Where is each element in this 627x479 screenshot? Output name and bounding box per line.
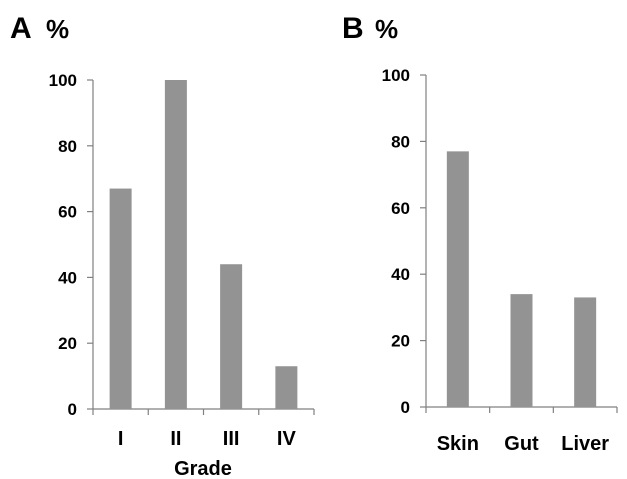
panel-b-y-tick-label: 0 xyxy=(401,398,410,417)
panel-b-bar xyxy=(510,294,533,407)
panel-a-y-tick-label: 100 xyxy=(49,71,77,90)
panel-b-y-tick-label: 40 xyxy=(391,265,410,284)
panel-a-bar xyxy=(164,80,187,409)
panel-b-category-label: Liver xyxy=(561,433,609,455)
panel-a-y-tick-label: 80 xyxy=(58,137,77,156)
panel-b-y-tick-label: 20 xyxy=(391,332,410,351)
panel-b-x-labels: Skin Gut Liver xyxy=(437,433,610,455)
panel-a-bars xyxy=(109,80,298,409)
panel-b-y-ticks: 0 20 40 60 80 100 xyxy=(382,66,618,417)
panel-a-bar xyxy=(275,366,298,409)
panel-a-y-tick-label: 60 xyxy=(58,203,77,222)
panel-b-unit-label: % xyxy=(375,14,398,44)
panel-a-x-axis-title: Grade xyxy=(174,458,232,479)
panel-a-letter: A xyxy=(10,12,32,45)
panel-b-letter: B xyxy=(342,12,364,45)
panel-a-bar xyxy=(109,188,132,409)
panel-a-y-tick-label: 40 xyxy=(58,268,77,287)
panel-a-unit-label: % xyxy=(46,14,69,44)
panel-a-category-label: IV xyxy=(277,428,297,450)
panel-b-y-tick-label: 100 xyxy=(382,66,410,85)
panel-b-category-label: Gut xyxy=(504,433,539,455)
panel-b-y-tick-label: 80 xyxy=(391,132,410,151)
panel-a-category-label: II xyxy=(170,428,181,450)
panel-a-category-label: I xyxy=(118,428,124,450)
panel-a-y-ticks: 0 20 40 60 80 100 xyxy=(49,71,315,419)
panel-b-bar xyxy=(574,297,597,407)
panel-a-x-labels: I II III IV xyxy=(118,428,297,450)
panel-b-bar xyxy=(446,151,469,407)
panel-a-bar xyxy=(220,264,243,409)
chart-panel-b: B % 0 20 40 60 80 100 Skin Gut Liver xyxy=(342,12,618,455)
panel-a-y-tick-label: 20 xyxy=(58,334,77,353)
panel-b-y-tick-label: 60 xyxy=(391,199,410,218)
panel-a-y-tick-label: 0 xyxy=(68,400,77,419)
panel-a-category-label: III xyxy=(223,428,240,450)
panel-b-category-label: Skin xyxy=(437,433,479,455)
panel-b-bars xyxy=(446,151,597,407)
